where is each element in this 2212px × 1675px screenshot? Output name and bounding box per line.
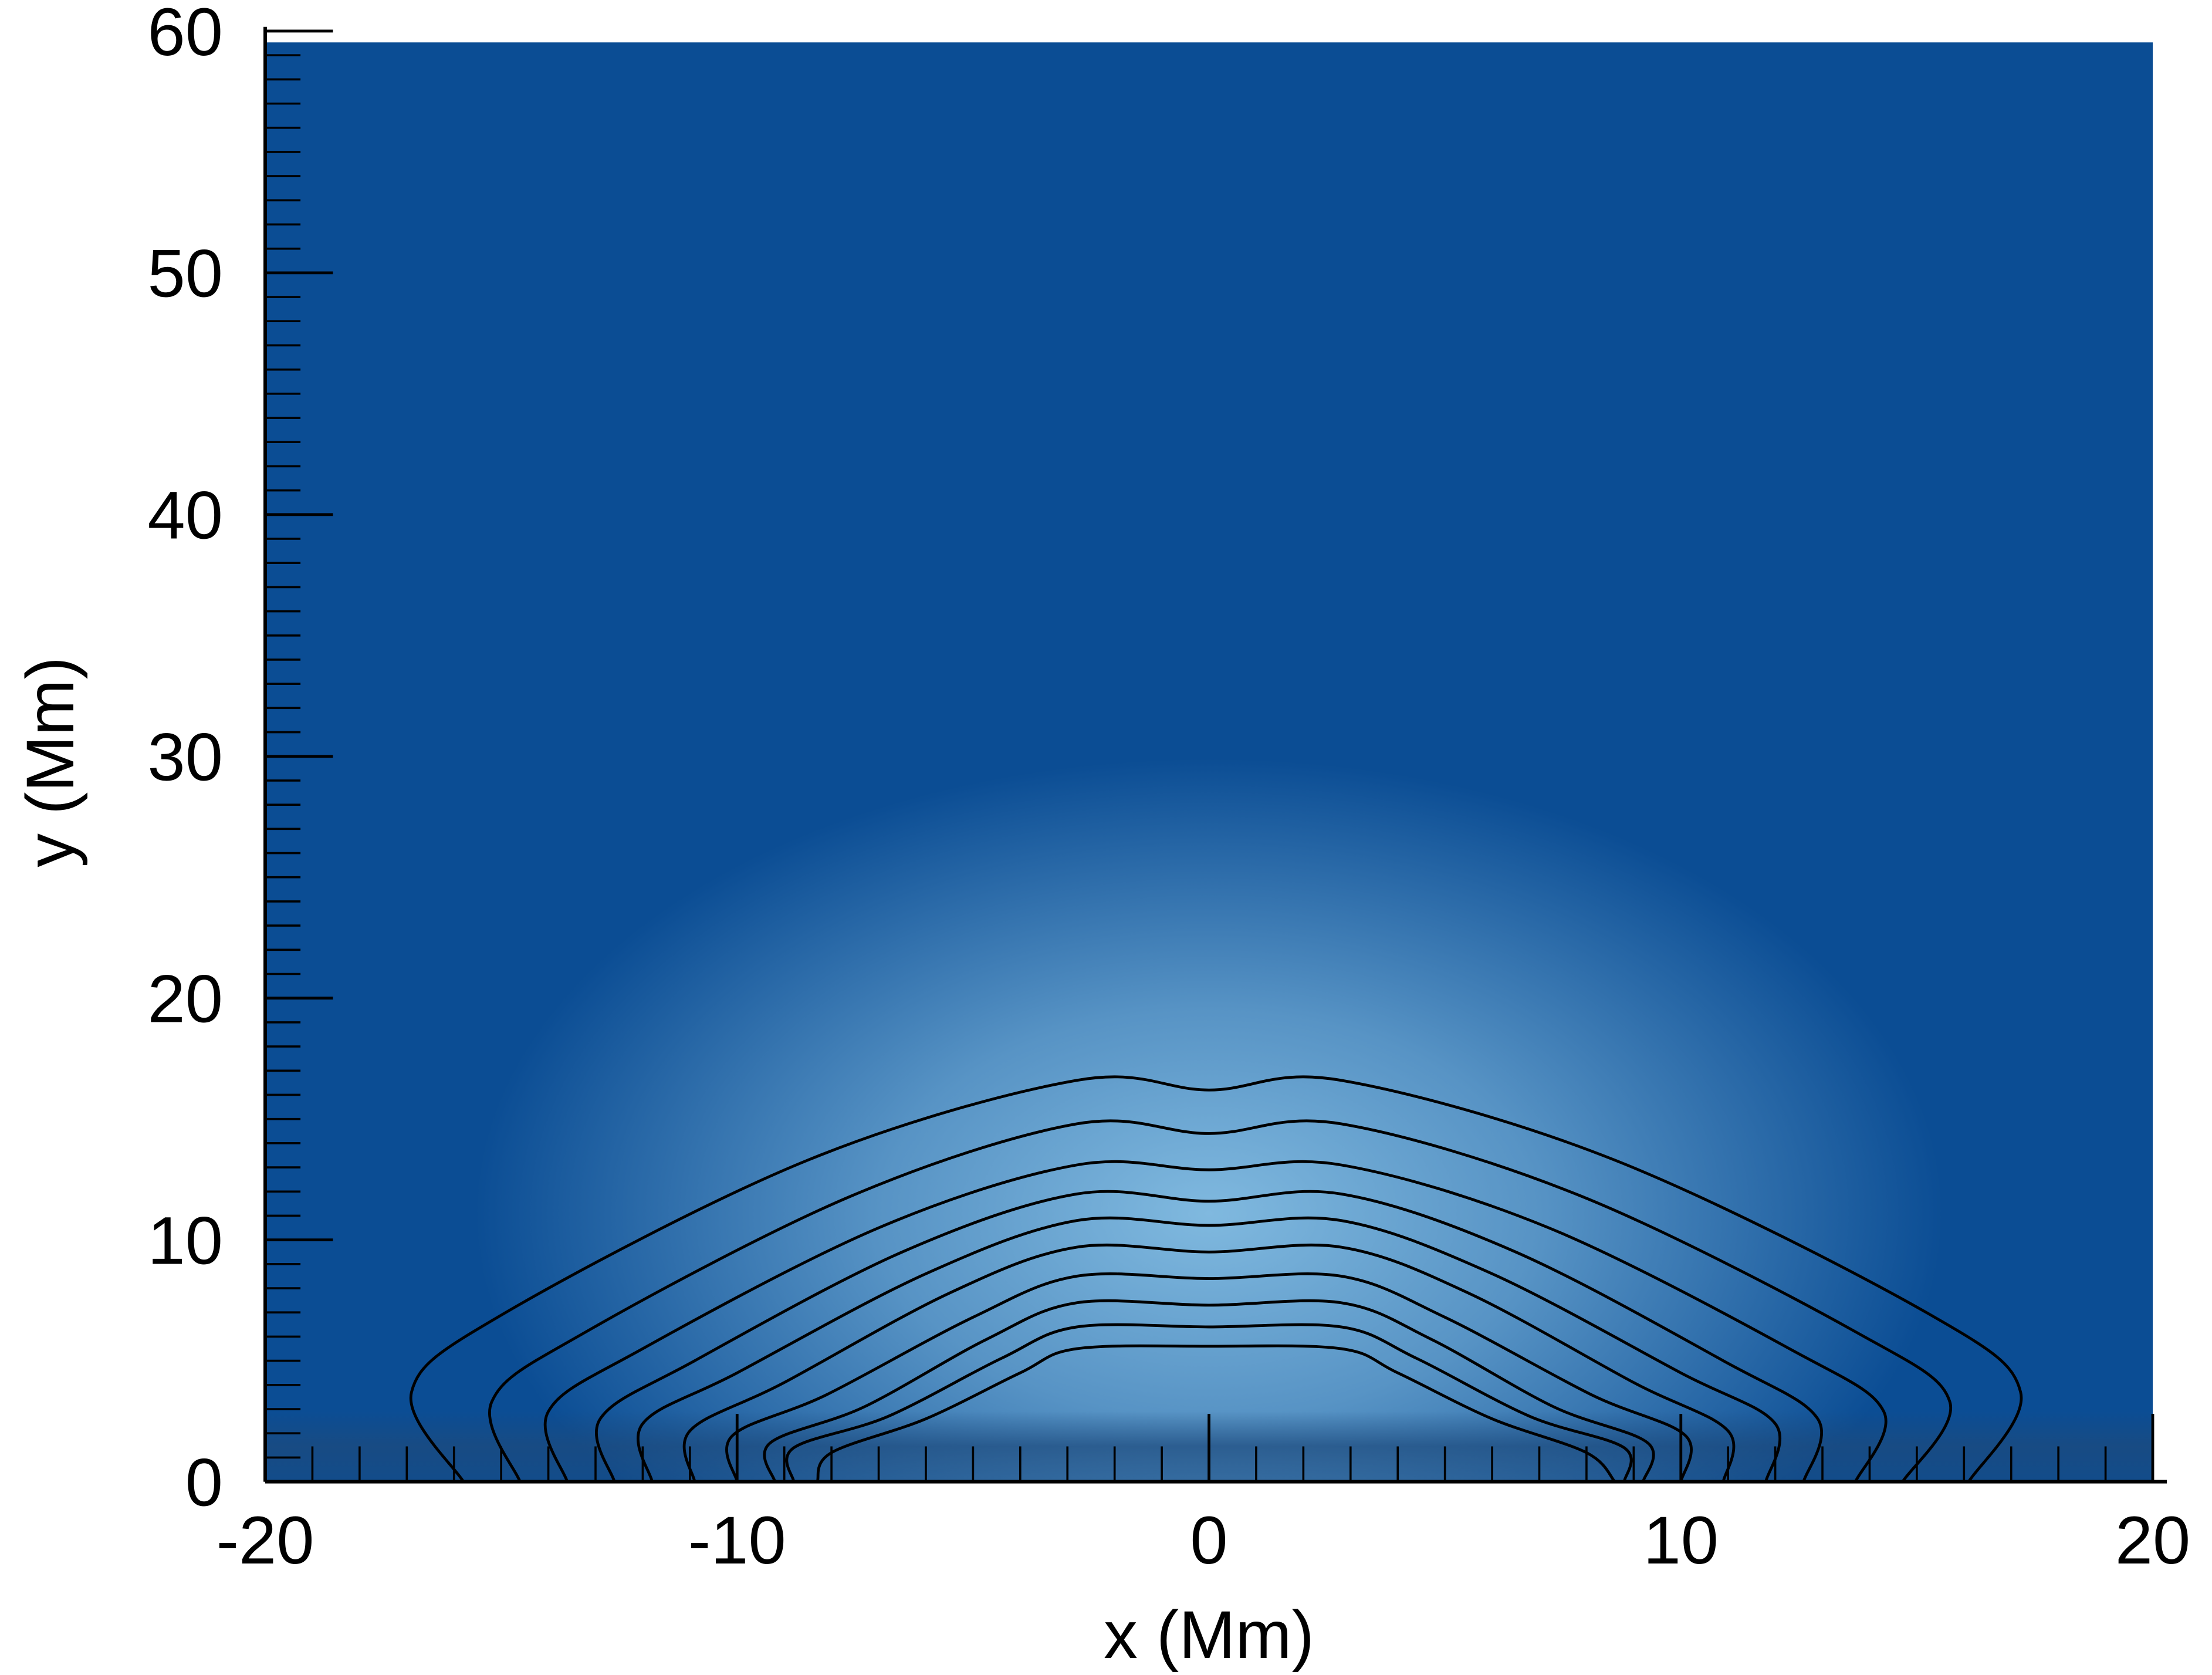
y-tick-label: 50: [148, 237, 223, 312]
plot-layer: 0 10 20 30 40 50 60 -20 -10 0 10 20: [148, 0, 2191, 1578]
contour-line: [785, 1323, 1633, 1482]
x-tick-label: 10: [1643, 1503, 1719, 1578]
contour-line: [637, 1216, 1781, 1482]
contour-line: [543, 1160, 1888, 1482]
x-tick-label: 0: [1190, 1503, 1227, 1578]
y-tick-label: 40: [148, 478, 223, 553]
contour-line: [725, 1272, 1693, 1482]
y-tick-label: 30: [148, 720, 223, 795]
x-axis-label: x (Mm): [1104, 1598, 1314, 1673]
x-tick-label: 20: [2115, 1503, 2190, 1578]
heatmap-highlight: [265, 42, 2153, 1482]
y-tick-label: 0: [185, 1445, 223, 1520]
heatmap: [265, 42, 2153, 1482]
contour-line: [595, 1190, 1823, 1482]
contour-line: [488, 1119, 1953, 1482]
y-tick-label: 10: [148, 1204, 223, 1279]
contour-line: [409, 1075, 2023, 1482]
y-axis-label: y (Mm): [13, 657, 88, 867]
y-tick-label: 60: [148, 0, 223, 70]
contour-line: [682, 1243, 1736, 1482]
x-tick-label: -20: [217, 1503, 314, 1578]
x-tick-label: -10: [688, 1503, 786, 1578]
contour-line: [816, 1344, 1616, 1482]
y-tick-label: 20: [148, 962, 223, 1037]
contour-line: [763, 1299, 1655, 1482]
